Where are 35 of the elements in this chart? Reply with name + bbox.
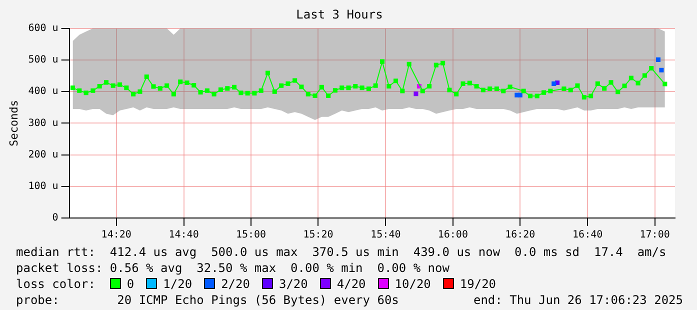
- text: probe: 20 ICMP Echo Pings (56 Bytes) every 60s: [16, 292, 399, 308]
- legend-label: 19/20: [460, 277, 496, 291]
- text: median rtt: 412.4 us avg 500.0 us max 370.5 us min 439.0 us now 0.0 ms sd 17.4 am/s: [16, 244, 668, 260]
- point: [659, 68, 664, 72]
- legend-label: 4/20: [336, 277, 366, 291]
- y-tick-label: 600 u: [28, 22, 58, 34]
- text: end: Thu Jun 26 17:06:23 2025: [473, 292, 683, 308]
- y-axis-title: Seconds: [7, 100, 20, 146]
- y-tick-label: 500 u: [28, 54, 58, 66]
- x-tick-label: 15:20: [303, 230, 334, 241]
- y-tick-label: 100 u: [28, 180, 58, 192]
- x-tick-label: 14:20: [101, 230, 132, 241]
- y-tick-label: 0: [52, 212, 58, 224]
- legend-label: 10/20: [394, 277, 431, 291]
- x-tick-label: 17:00: [640, 230, 670, 241]
- point: [414, 92, 418, 96]
- x-tick-label: 16:40: [572, 230, 603, 241]
- x-tick-label: 16:00: [438, 230, 468, 241]
- x-tick-label: 15:00: [236, 230, 266, 241]
- point: [518, 92, 522, 98]
- x-tick-label: 16:20: [505, 230, 536, 241]
- x-tick-label: 14:40: [168, 230, 199, 241]
- y-tick-label: 400 u: [28, 86, 58, 98]
- y-tick-label: 200 u: [28, 149, 58, 160]
- chart-title: Last 3 Hours: [296, 7, 383, 22]
- point: [656, 57, 661, 62]
- legend-label: 0: [126, 277, 134, 291]
- legend-label: 2/20: [221, 277, 250, 291]
- point: [552, 81, 556, 86]
- x-tick-label: 15:40: [370, 230, 401, 241]
- legend-label: 3/20: [278, 277, 308, 291]
- legend-label: 1/20: [163, 277, 192, 291]
- y-tick-label: 300 u: [28, 118, 58, 129]
- legend-title: loss color:: [16, 277, 96, 291]
- text: packet loss: 0.56 % avg 32.50 % max 0.00 % min 0.00 % now: [16, 260, 450, 276]
